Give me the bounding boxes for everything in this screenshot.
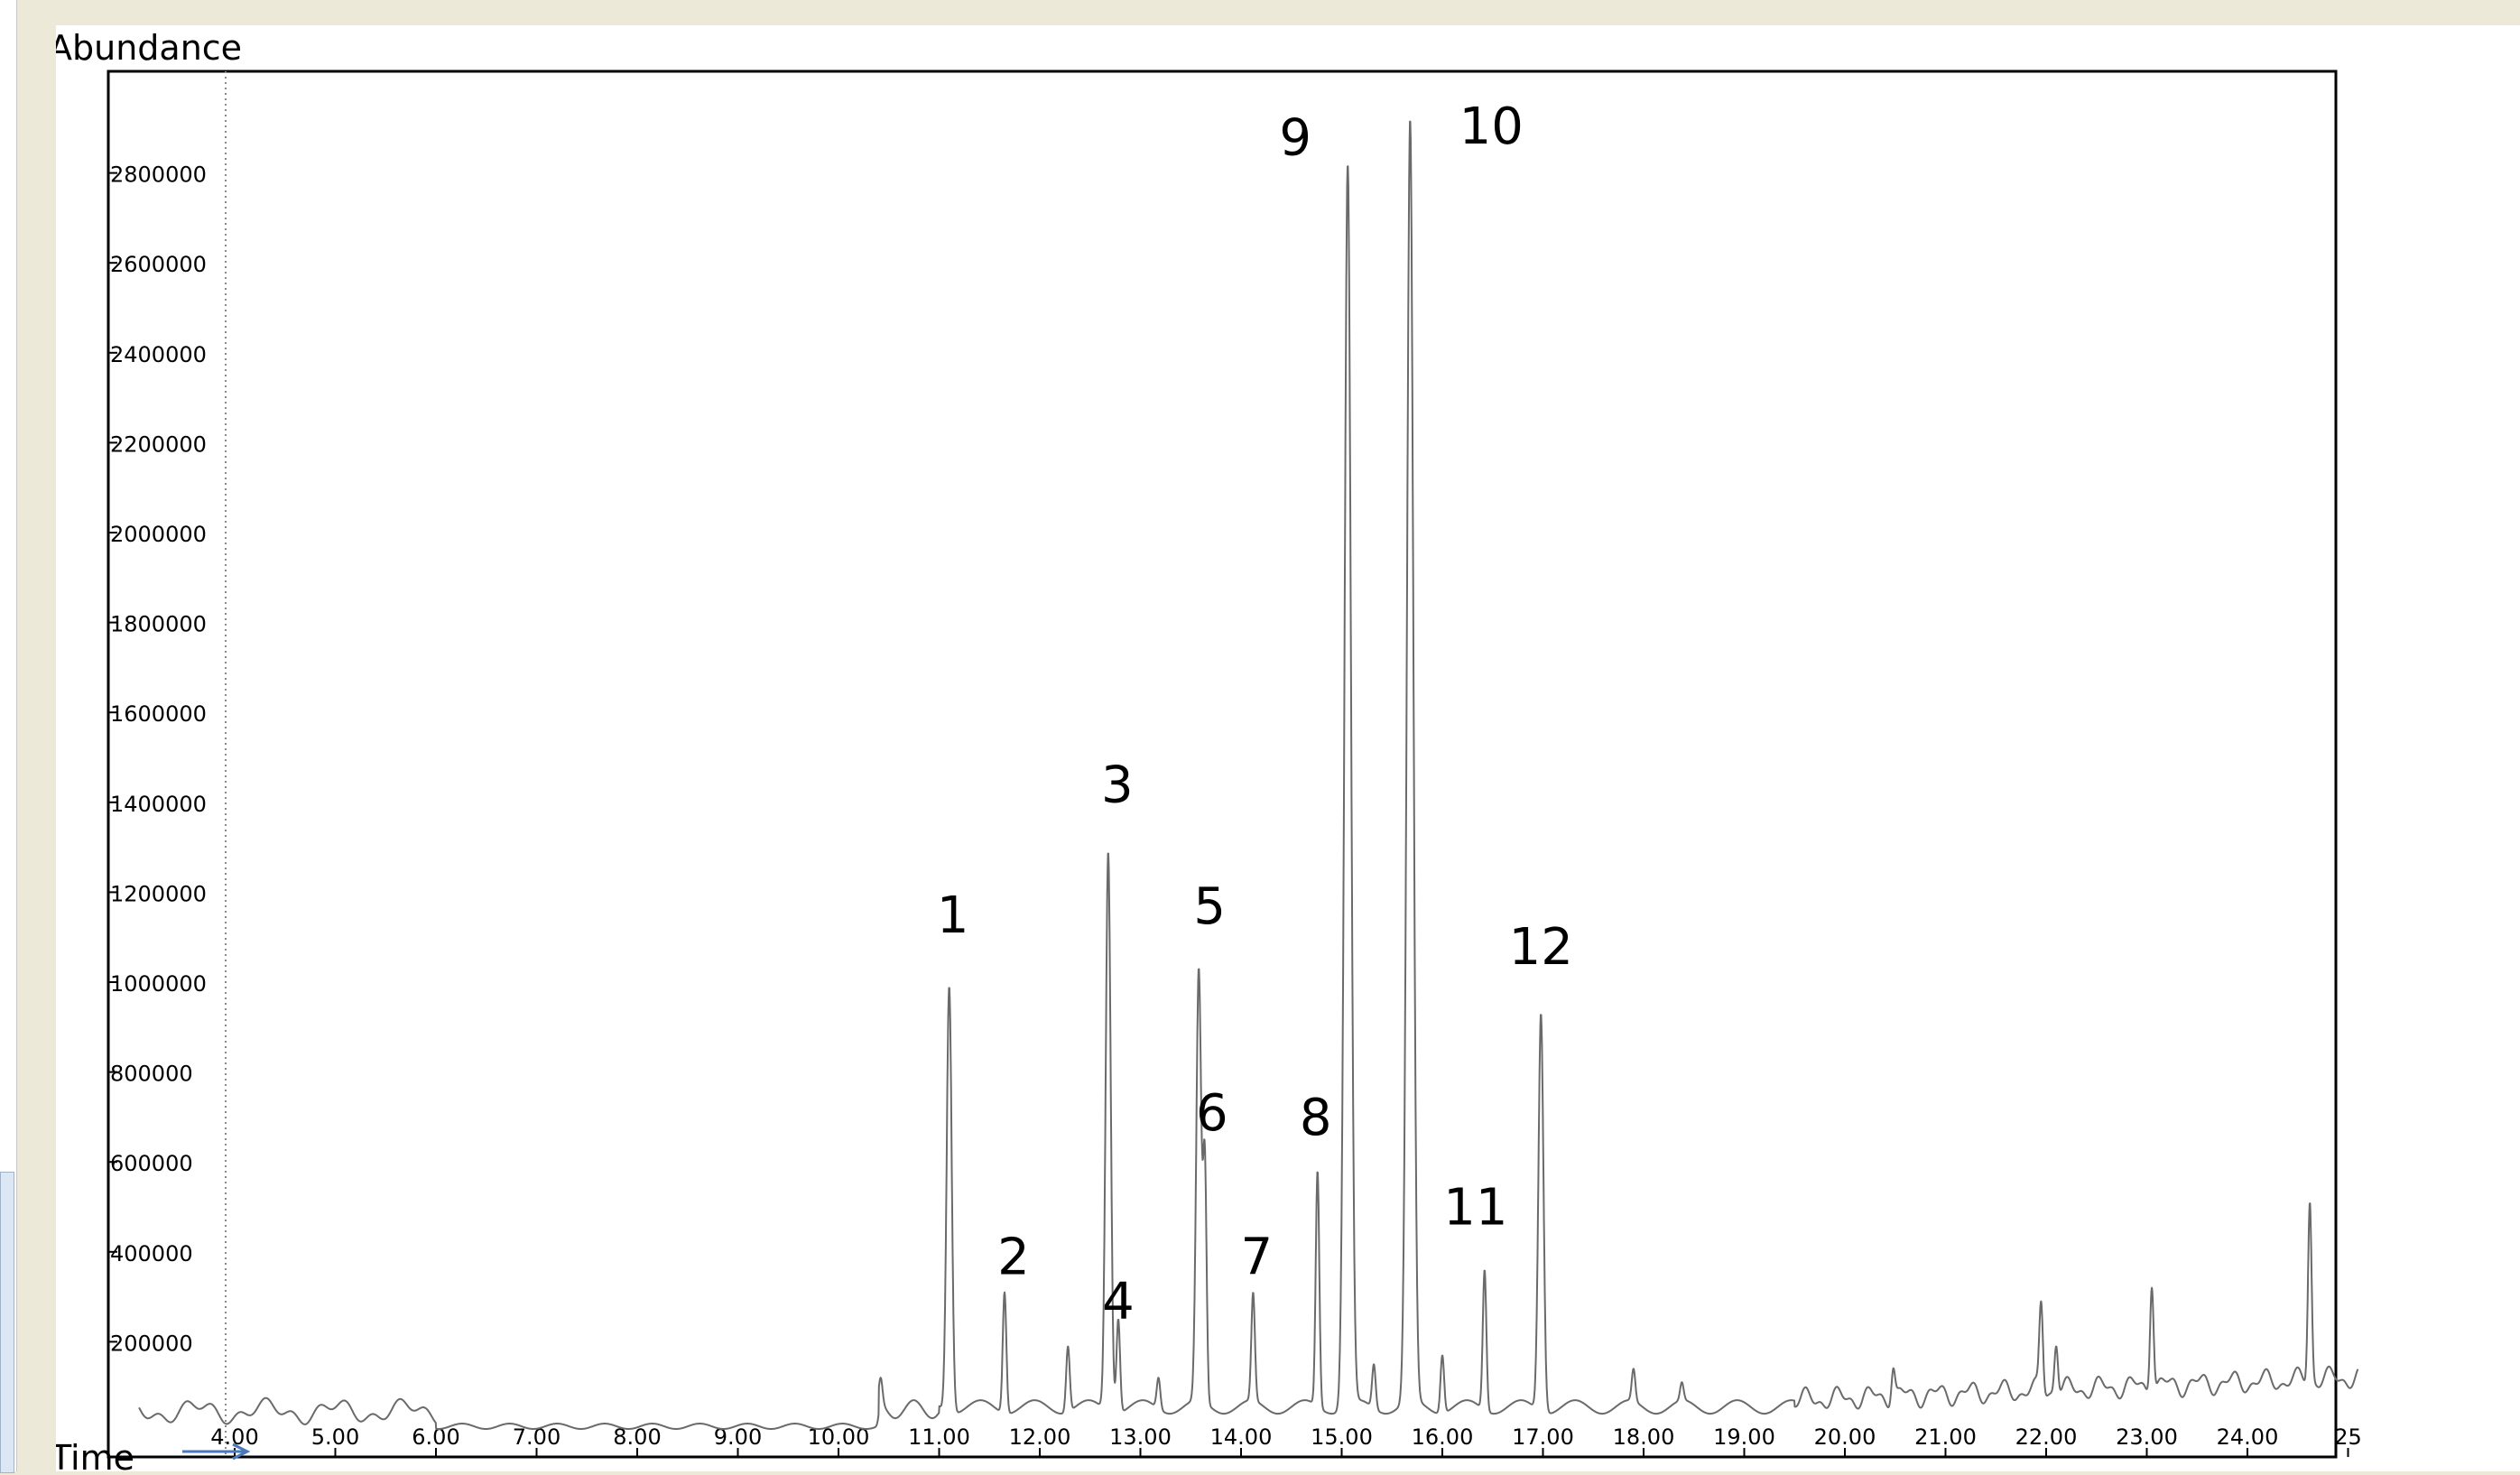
x-tick-label: 16.00 bbox=[1412, 1424, 1474, 1450]
peak-label: 7 bbox=[1241, 1229, 1274, 1287]
peak-label: 2 bbox=[997, 1229, 1030, 1287]
x-tick-label: 13.00 bbox=[1109, 1424, 1172, 1450]
y-tick-label: 400000 bbox=[110, 1241, 193, 1266]
x-tick-label: 17.00 bbox=[1512, 1424, 1574, 1450]
chromatogram-chart: 2000004000006000008000001000000120000014… bbox=[49, 28, 2362, 1475]
y-tick-label: 1000000 bbox=[110, 971, 207, 997]
x-tick-label: 20.00 bbox=[1814, 1424, 1876, 1450]
chromatogram-trace bbox=[138, 120, 2359, 1430]
y-tick-label: 200000 bbox=[110, 1331, 193, 1356]
y-tick-label: 2000000 bbox=[110, 522, 207, 547]
y-tick-label: 600000 bbox=[110, 1151, 193, 1176]
x-tick-label: 18.00 bbox=[1613, 1424, 1675, 1450]
peak-label: 5 bbox=[1193, 877, 1226, 936]
x-tick-label: 12.00 bbox=[1009, 1424, 1071, 1450]
chromatogram-window: 200000 400000 600000 800000 1000000 1200000 14… bbox=[49, 25, 2520, 1475]
x-tick-label: 25 bbox=[2334, 1424, 2362, 1450]
side-panel-tab[interactable] bbox=[0, 1172, 14, 1473]
x-axis-label: Time bbox=[56, 1438, 134, 1471]
x-tick-label: 11.00 bbox=[908, 1424, 970, 1450]
x-tick-label: 14.00 bbox=[1210, 1424, 1273, 1450]
peak-label: 6 bbox=[1196, 1084, 1228, 1143]
peak-label: 1 bbox=[937, 886, 969, 945]
y-tick-label: 1800000 bbox=[110, 612, 207, 637]
x-tick-label: 19.00 bbox=[1713, 1424, 1775, 1450]
peak-label: 4 bbox=[1102, 1273, 1135, 1331]
x-tick-label: 22.00 bbox=[2015, 1424, 2078, 1450]
y-tick-label: 2800000 bbox=[110, 162, 207, 188]
time-arrow-icon bbox=[182, 1443, 251, 1461]
x-tick-label: 5.00 bbox=[311, 1424, 359, 1450]
y-tick-label: 2200000 bbox=[110, 431, 207, 457]
peak-label: 12 bbox=[1509, 918, 1573, 977]
peak-label: 9 bbox=[1279, 109, 1311, 168]
side-panel-edge bbox=[0, 0, 17, 1471]
y-axis: 200000 400000 600000 800000 1000000 1200000 14… bbox=[108, 162, 207, 1356]
y-tick-label: 1400000 bbox=[110, 792, 207, 817]
y-tick-label: 2600000 bbox=[110, 252, 207, 277]
x-tick-label: 21.00 bbox=[1914, 1424, 1977, 1450]
y-tick-label: 2400000 bbox=[110, 342, 207, 367]
x-tick-label: 23.00 bbox=[2116, 1424, 2178, 1450]
y-tick-label: 800000 bbox=[110, 1062, 193, 1087]
x-tick-label: 15.00 bbox=[1311, 1424, 1373, 1450]
y-axis-label: Abundance bbox=[56, 28, 242, 68]
peak-label: 8 bbox=[1300, 1089, 1332, 1147]
peak-label: 11 bbox=[1443, 1179, 1507, 1238]
x-tick-label: 24.00 bbox=[2217, 1424, 2279, 1450]
plot-frame bbox=[107, 70, 2338, 1459]
y-tick-label: 1200000 bbox=[110, 881, 207, 906]
peak-label: 10 bbox=[1459, 97, 1524, 156]
peak-label: 3 bbox=[1101, 756, 1134, 815]
y-tick-label: 1600000 bbox=[110, 701, 207, 727]
